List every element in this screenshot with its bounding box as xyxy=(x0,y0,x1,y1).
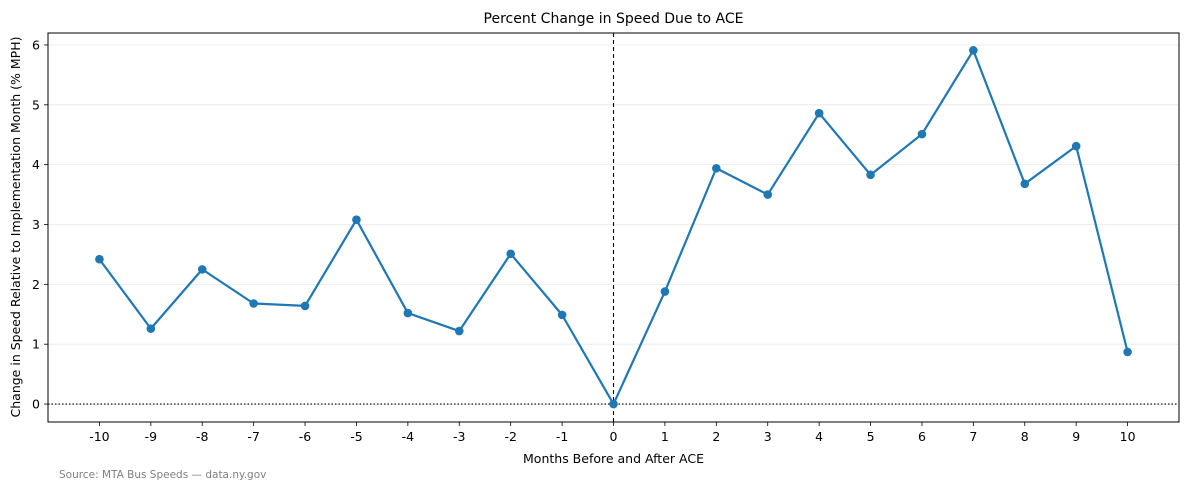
y-axis-label: Change in Speed Relative to Implementati… xyxy=(8,37,23,418)
x-axis-ticks: -10 -9 -8 -7 -6 -5 -4 -3 -2 -1 0 1 2 3 4 5 6 7 8 9 10 xyxy=(89,422,1136,444)
y-axis-ticks: 0 1 2 3 4 5 6 xyxy=(32,37,48,412)
data-point xyxy=(712,163,721,173)
data-point xyxy=(1020,179,1030,189)
data-point xyxy=(146,324,156,333)
data-point xyxy=(557,310,567,320)
data-point xyxy=(1071,141,1081,151)
data-point xyxy=(660,287,670,296)
x-tick-label: 8 xyxy=(1021,429,1029,444)
x-tick-label: 6 xyxy=(918,429,926,444)
data-point xyxy=(1123,347,1132,357)
data-point xyxy=(866,170,875,180)
x-tick-label: 9 xyxy=(1072,429,1080,444)
data-point xyxy=(249,299,258,308)
x-tick-label: 10 xyxy=(1120,429,1136,444)
data-point xyxy=(763,190,773,199)
x-tick-label: -7 xyxy=(247,429,259,444)
x-tick-label: 1 xyxy=(661,429,669,444)
data-point xyxy=(352,215,361,225)
data-point xyxy=(609,399,618,409)
y-tick-label: 4 xyxy=(32,157,40,172)
x-axis-label: Months Before and After ACE xyxy=(523,451,704,466)
series-layer xyxy=(95,46,1132,409)
y-tick-label: 0 xyxy=(32,397,40,412)
x-tick-label: 4 xyxy=(815,429,823,444)
x-tick-label: -9 xyxy=(145,429,158,444)
data-point xyxy=(403,308,413,318)
y-tick-label: 3 xyxy=(32,217,40,232)
data-point xyxy=(969,46,978,55)
reference-lines xyxy=(48,33,1179,422)
y-tick-label: 5 xyxy=(32,97,40,112)
data-point xyxy=(300,301,310,311)
data-point xyxy=(197,265,207,274)
chart-title: Percent Change in Speed Due to ACE xyxy=(484,11,744,27)
x-tick-label: -1 xyxy=(556,429,568,444)
x-tick-label: 5 xyxy=(867,429,875,444)
data-point xyxy=(454,326,464,336)
x-tick-label: -4 xyxy=(402,429,415,444)
y-tick-label: 6 xyxy=(32,37,40,52)
x-tick-label: 3 xyxy=(764,429,772,444)
y-tick-label: 1 xyxy=(32,337,40,352)
data-point xyxy=(814,108,824,118)
x-tick-label: -10 xyxy=(89,429,109,444)
y-tick-label: 2 xyxy=(32,277,40,292)
data-point xyxy=(917,129,927,139)
source-note: Source: MTA Bus Speeds — data.ny.gov xyxy=(59,469,267,481)
data-point xyxy=(506,249,515,259)
data-point xyxy=(95,254,104,264)
x-tick-label: -8 xyxy=(196,429,209,444)
x-tick-label: 2 xyxy=(712,429,720,444)
x-tick-label: -2 xyxy=(504,429,516,444)
x-tick-label: -6 xyxy=(299,429,312,444)
x-tick-label: 7 xyxy=(969,429,977,444)
x-tick-label: -3 xyxy=(453,429,465,444)
x-tick-label: 0 xyxy=(610,429,618,444)
x-tick-label: -5 xyxy=(350,429,362,444)
